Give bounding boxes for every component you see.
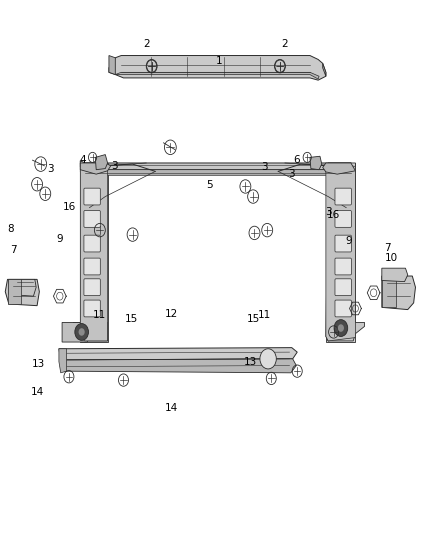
Text: 11: 11: [258, 310, 271, 320]
Polygon shape: [326, 163, 356, 342]
Polygon shape: [323, 163, 356, 174]
Text: 11: 11: [93, 310, 106, 320]
Polygon shape: [80, 161, 356, 173]
Polygon shape: [80, 166, 356, 179]
FancyBboxPatch shape: [84, 211, 100, 228]
Text: 13: 13: [32, 359, 45, 369]
Text: 2: 2: [282, 39, 288, 50]
Polygon shape: [80, 163, 108, 342]
Polygon shape: [61, 359, 297, 373]
Text: 16: 16: [63, 201, 77, 212]
Text: 2: 2: [143, 39, 149, 50]
FancyBboxPatch shape: [84, 279, 100, 296]
Text: 14: 14: [31, 387, 44, 398]
Text: 3: 3: [261, 163, 268, 173]
Polygon shape: [115, 72, 319, 79]
Text: 5: 5: [207, 180, 213, 190]
Text: 3: 3: [111, 161, 118, 171]
Polygon shape: [310, 156, 322, 169]
Circle shape: [260, 349, 276, 369]
Circle shape: [334, 320, 348, 336]
Polygon shape: [9, 279, 36, 296]
Text: 7: 7: [10, 245, 17, 255]
Circle shape: [338, 324, 344, 332]
Polygon shape: [5, 279, 39, 305]
Polygon shape: [85, 163, 108, 341]
Text: 1: 1: [215, 56, 223, 66]
Polygon shape: [328, 322, 364, 341]
Polygon shape: [80, 164, 108, 341]
Polygon shape: [326, 164, 356, 341]
FancyBboxPatch shape: [335, 211, 351, 228]
Text: 13: 13: [244, 357, 258, 367]
Text: 3: 3: [289, 169, 295, 179]
Polygon shape: [382, 268, 408, 281]
FancyBboxPatch shape: [335, 235, 351, 252]
Text: 15: 15: [247, 313, 260, 324]
Polygon shape: [80, 163, 111, 174]
Text: 9: 9: [345, 236, 352, 246]
Text: 15: 15: [125, 313, 138, 324]
Polygon shape: [7, 279, 21, 304]
FancyBboxPatch shape: [335, 300, 351, 317]
Polygon shape: [323, 63, 326, 76]
Polygon shape: [59, 348, 297, 360]
Text: 6: 6: [293, 155, 300, 165]
Text: 12: 12: [165, 309, 178, 319]
FancyBboxPatch shape: [84, 300, 100, 317]
Text: 16: 16: [327, 210, 340, 220]
Polygon shape: [109, 55, 115, 75]
FancyBboxPatch shape: [335, 258, 351, 275]
Text: 14: 14: [165, 403, 178, 413]
Polygon shape: [109, 55, 326, 80]
FancyBboxPatch shape: [335, 188, 351, 205]
Circle shape: [75, 324, 88, 341]
FancyBboxPatch shape: [335, 279, 351, 296]
Circle shape: [78, 328, 85, 336]
Polygon shape: [326, 163, 356, 341]
FancyBboxPatch shape: [84, 258, 100, 275]
Polygon shape: [382, 276, 396, 308]
Polygon shape: [382, 276, 416, 310]
Polygon shape: [59, 349, 67, 373]
FancyBboxPatch shape: [84, 188, 100, 205]
Polygon shape: [62, 322, 91, 342]
Text: 8: 8: [7, 224, 14, 234]
Text: 3: 3: [325, 207, 332, 217]
Text: 7: 7: [384, 243, 391, 253]
Text: 10: 10: [385, 253, 397, 263]
Text: 4: 4: [79, 155, 86, 165]
Polygon shape: [95, 155, 108, 169]
Text: 9: 9: [57, 234, 63, 244]
Text: 3: 3: [47, 164, 54, 174]
FancyBboxPatch shape: [84, 235, 100, 252]
Polygon shape: [71, 322, 108, 341]
